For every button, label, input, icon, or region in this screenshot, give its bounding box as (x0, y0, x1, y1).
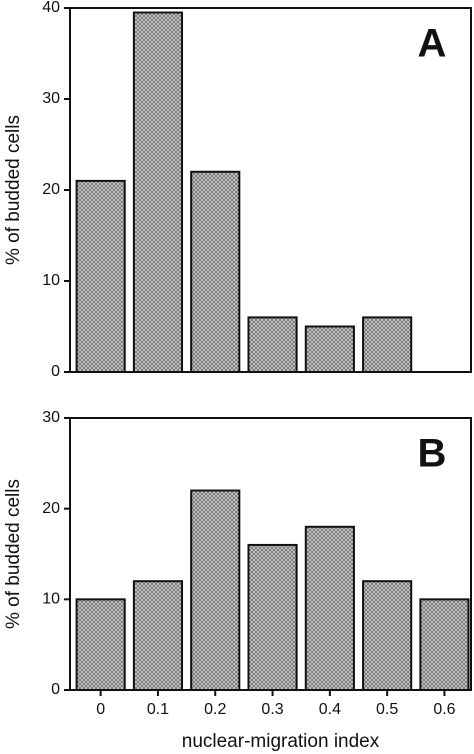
x-tick-label: 0.1 (147, 701, 169, 718)
bar (304, 525, 355, 691)
bar (132, 580, 184, 692)
y-tick-label: 30 (42, 409, 60, 426)
x-tick-label: 0 (96, 701, 105, 718)
bar (247, 316, 298, 373)
y-tick-label: 10 (42, 591, 60, 608)
x-tick-label: 0.2 (204, 701, 226, 718)
y-axis-label: % of budded cells (3, 115, 24, 265)
y-tick-label: 20 (42, 181, 60, 198)
panel-letter: A (418, 22, 447, 66)
y-tick-label: 20 (42, 500, 60, 517)
bar (362, 316, 413, 373)
x-tick-label: 0.4 (319, 701, 341, 718)
y-tick-label: 10 (42, 272, 60, 289)
bar (132, 11, 184, 374)
bar (75, 179, 126, 373)
y-tick-label: 30 (42, 90, 60, 107)
x-tick-label: 0.3 (261, 701, 283, 718)
x-tick-label: 0.5 (376, 701, 398, 718)
y-tick-label: 40 (42, 0, 60, 16)
bar (190, 489, 241, 691)
x-axis-label: nuclear-migration index (182, 731, 380, 752)
bar (362, 580, 413, 692)
y-tick-label: 0 (51, 363, 60, 380)
panel-letter: B (418, 432, 447, 476)
bar (304, 325, 355, 373)
bar (190, 170, 241, 373)
x-tick-label: 0.6 (433, 701, 455, 718)
bar (419, 598, 470, 691)
y-axis-label: % of budded cells (3, 479, 24, 629)
bar (75, 598, 126, 691)
bar (247, 543, 298, 692)
y-tick-label: 0 (51, 681, 60, 698)
